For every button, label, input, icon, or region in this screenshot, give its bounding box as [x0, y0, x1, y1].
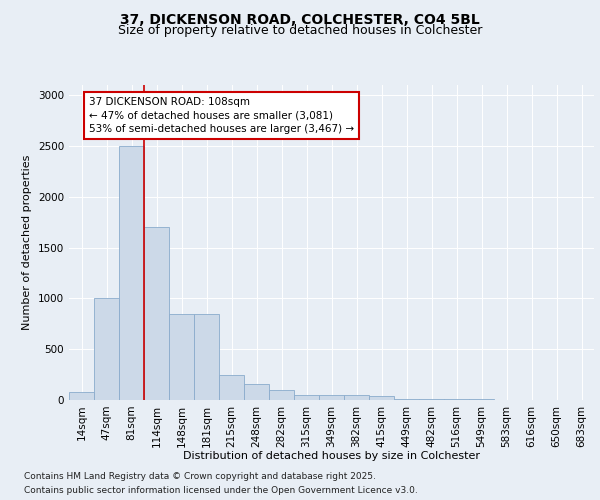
- Y-axis label: Number of detached properties: Number of detached properties: [22, 155, 32, 330]
- Text: 37 DICKENSON ROAD: 108sqm
← 47% of detached houses are smaller (3,081)
53% of se: 37 DICKENSON ROAD: 108sqm ← 47% of detac…: [89, 97, 354, 134]
- Text: 37, DICKENSON ROAD, COLCHESTER, CO4 5BL: 37, DICKENSON ROAD, COLCHESTER, CO4 5BL: [120, 12, 480, 26]
- Bar: [144, 228, 169, 400]
- Bar: [194, 314, 219, 400]
- Text: Size of property relative to detached houses in Colchester: Size of property relative to detached ho…: [118, 24, 482, 37]
- Text: Contains HM Land Registry data © Crown copyright and database right 2025.: Contains HM Land Registry data © Crown c…: [24, 472, 376, 481]
- X-axis label: Distribution of detached houses by size in Colchester: Distribution of detached houses by size …: [183, 451, 480, 461]
- Bar: [94, 298, 119, 400]
- Bar: [219, 374, 244, 400]
- Bar: [294, 395, 319, 400]
- Bar: [69, 392, 94, 400]
- Bar: [169, 314, 194, 400]
- Bar: [119, 146, 144, 400]
- Bar: [244, 384, 269, 400]
- Bar: [369, 396, 394, 400]
- Text: Contains public sector information licensed under the Open Government Licence v3: Contains public sector information licen…: [24, 486, 418, 495]
- Bar: [344, 396, 369, 400]
- Bar: [319, 395, 344, 400]
- Bar: [269, 390, 294, 400]
